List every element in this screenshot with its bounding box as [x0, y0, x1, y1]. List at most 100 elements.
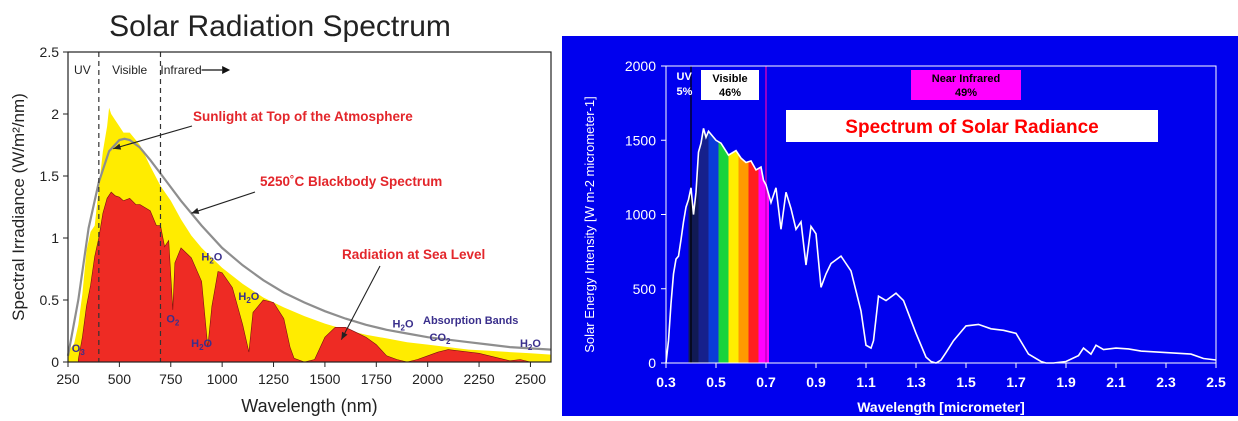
absorption-label-tail: O — [214, 251, 223, 263]
y-tick-label: 1 — [51, 230, 59, 246]
x-axis-label: Wavelength [micrometer] — [857, 399, 1025, 415]
absorption-label-tail: O — [532, 338, 541, 350]
series-blackbody — [66, 137, 552, 356]
visible-color-band — [748, 128, 759, 363]
absorption-label-tail: O — [251, 291, 260, 303]
x-tick-label: 0.5 — [706, 374, 726, 390]
x-tick-label: 1250 — [258, 371, 289, 387]
x-tick-label: 250 — [56, 371, 80, 387]
absorption-label: CO2 — [430, 332, 452, 346]
x-tick-label: 1.5 — [956, 374, 976, 390]
band-box-visible — [701, 70, 759, 100]
annotation-label: 5250˚C Blackbody Spectrum — [260, 174, 442, 189]
x-tick-label: 2.3 — [1156, 374, 1176, 390]
region-label: Infrared — [160, 63, 201, 77]
visible-color-band — [718, 128, 729, 363]
y-tick-label: 2000 — [625, 58, 656, 74]
x-tick-label: 2250 — [463, 371, 494, 387]
x-tick-label: 1.3 — [906, 374, 926, 390]
absorption-label: H2O — [520, 338, 541, 352]
absorption-label-sub: 2 — [446, 337, 451, 346]
absorption-label-main: H — [238, 291, 246, 303]
band-label-near-infrared: Near Infrared — [932, 73, 1000, 85]
callout-box — [786, 110, 1158, 142]
right-chart: 0 500 1000 1500 2000 0.3 0.5 0.7 0.9 1.1 1.3 1.5 1.7… — [562, 36, 1238, 416]
annotation-arrow — [340, 265, 381, 340]
absorption-label-main: CO — [430, 332, 447, 344]
y-axis-label: Solar Energy Intensity [W m-2 micrometer… — [582, 96, 597, 352]
x-tick-label: 0.9 — [806, 374, 826, 390]
absorption-label: O2 — [166, 313, 180, 327]
annotation-arrow-head — [191, 207, 200, 214]
visible-color-band — [728, 128, 739, 363]
absorption-label: H2O — [238, 291, 259, 305]
y-tick-label: 2 — [51, 106, 59, 122]
absorption-bands-label: Absorption Bands — [423, 315, 518, 327]
absorption-label-main: H — [201, 251, 209, 263]
y-tick-label: 2.5 — [40, 44, 60, 60]
absorption-label: H2O — [191, 338, 212, 352]
absorption-label-sub: 2 — [209, 256, 214, 265]
absorption-label-tail: O — [204, 338, 213, 350]
x-tick-label: 2500 — [515, 371, 546, 387]
x-tick-label: 1.1 — [856, 374, 876, 390]
infrared-arrow-head — [222, 66, 231, 74]
x-tick-label: 2.5 — [1206, 374, 1226, 390]
annotation-label: Radiation at Sea Level — [342, 247, 485, 262]
annotation-label: Sunlight at Top of the Atmosphere — [193, 109, 413, 124]
visible-color-band — [758, 128, 769, 363]
y-tick-label: 0 — [51, 354, 59, 370]
visible-spectrum-fill — [688, 128, 769, 363]
x-tick-label: 500 — [108, 371, 132, 387]
plot-frame — [67, 51, 552, 363]
band-percent-uv: 5% — [677, 86, 693, 98]
y-tick-label: 0 — [648, 355, 656, 371]
absorption-label-tail: O — [405, 318, 414, 330]
band-box-near-infrared — [911, 70, 1021, 100]
y-tick-label: 500 — [633, 281, 657, 297]
x-tick-label: 0.7 — [756, 374, 776, 390]
absorption-label: H2O — [393, 318, 414, 332]
visible-color-band — [708, 128, 719, 363]
x-tick-label: 1500 — [309, 371, 340, 387]
callout-text: Spectrum of Solar Radiance — [845, 117, 1098, 138]
absorption-label-main: O — [166, 313, 175, 325]
x-tick-label: 750 — [159, 371, 183, 387]
region-label: UV — [74, 63, 91, 77]
absorption-label-main: H — [520, 338, 528, 350]
region-label: Visible — [112, 63, 147, 77]
chart-title: Solar Radiation Spectrum — [109, 10, 451, 43]
x-tick-label: 2.1 — [1106, 374, 1126, 390]
x-tick-label: 1750 — [361, 371, 392, 387]
annotation-arrow-head — [113, 143, 122, 150]
y-tick-label: 1000 — [625, 207, 656, 223]
absorption-label-sub: 3 — [80, 348, 85, 357]
absorption-label-main: H — [191, 338, 199, 350]
left-chart: Solar Radiation Spectrum UV Visible Infrare… — [9, 10, 552, 416]
x-tick-label: 1.7 — [1006, 374, 1026, 390]
absorption-label-sub: 2 — [528, 343, 533, 352]
annotation-arrow — [113, 125, 193, 150]
absorption-label-sub: 2 — [246, 296, 251, 305]
absorption-label-sub: 2 — [199, 343, 204, 352]
x-tick-label: 2000 — [412, 371, 443, 387]
band-percent-near-infrared: 49% — [955, 87, 977, 99]
x-tick-label: 1000 — [207, 371, 238, 387]
right-chart-panel: 0 500 1000 1500 2000 0.3 0.5 0.7 0.9 1.1 1.3 1.5 1.7… — [562, 0, 1238, 416]
visible-color-band — [688, 128, 699, 363]
annotation-arrow-head — [341, 331, 348, 340]
x-tick-label: 1.9 — [1056, 374, 1076, 390]
band-label-uv: UV — [677, 71, 693, 83]
annotation-arrow — [191, 191, 256, 214]
absorption-label: O3 — [72, 343, 86, 357]
absorption-label: H2O — [201, 251, 222, 265]
y-tick-label: 0.5 — [40, 292, 60, 308]
y-tick-label: 1.5 — [40, 168, 60, 184]
series-sea-level — [78, 191, 531, 363]
visible-color-band — [698, 128, 709, 363]
chart-background — [562, 36, 1238, 416]
band-label-visible: Visible — [712, 73, 747, 85]
x-tick-label: 0.3 — [656, 374, 676, 390]
y-tick-label: 1500 — [625, 132, 656, 148]
y-axis-label: Spectral Irradiance (W/m²/nm) — [9, 93, 28, 321]
